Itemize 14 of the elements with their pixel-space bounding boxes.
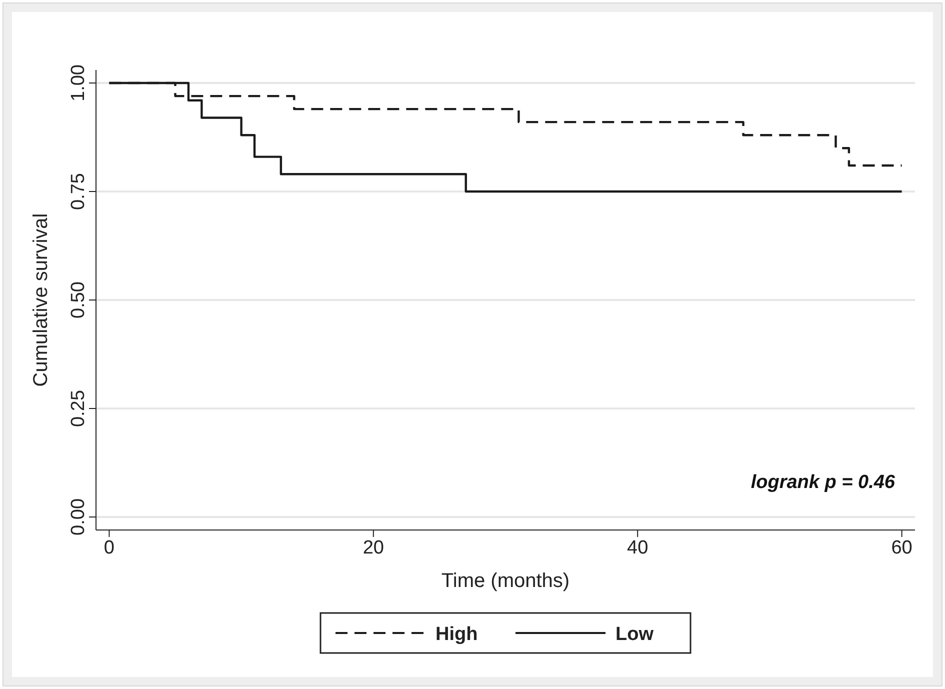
- y-tick-label: 0.00: [68, 498, 89, 536]
- legend-label: Low: [616, 624, 654, 645]
- y-axis-title: Cumulative survival: [30, 213, 52, 387]
- annotation: logrank p = 0.46: [750, 472, 896, 493]
- x-tick-label: 0: [104, 537, 114, 558]
- x-axis-title: Time (months): [441, 570, 570, 592]
- y-tick-label: 0.25: [68, 390, 89, 427]
- y-tick-label: 0.75: [68, 173, 89, 210]
- x-tick-label: 20: [362, 537, 384, 558]
- x-tick-label: 60: [891, 537, 912, 558]
- legend-label: High: [436, 624, 478, 645]
- y-tick-label: 1.00: [68, 64, 89, 102]
- y-tick-label: 0.50: [68, 282, 89, 318]
- x-tick-label: 40: [627, 537, 648, 558]
